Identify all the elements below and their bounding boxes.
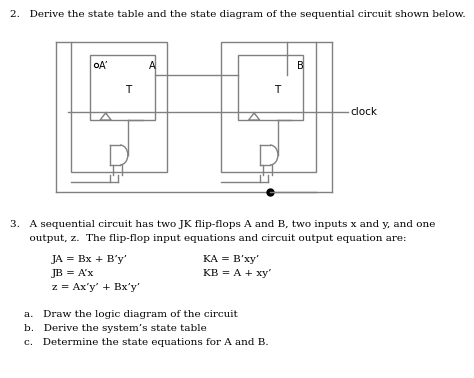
Text: A: A — [148, 61, 155, 71]
Polygon shape — [100, 113, 111, 120]
Text: T: T — [126, 85, 132, 95]
Text: JB = A’x: JB = A’x — [52, 269, 94, 278]
Text: JA = Bx + B’y’: JA = Bx + B’y’ — [52, 255, 128, 264]
Text: 2.   Derive the state table and the state diagram of the sequential circuit show: 2. Derive the state table and the state … — [9, 10, 465, 19]
Text: a.   Draw the logic diagram of the circuit: a. Draw the logic diagram of the circuit — [24, 310, 237, 319]
Bar — [72, 42, 167, 172]
Text: KA = B’xy’: KA = B’xy’ — [202, 255, 259, 264]
Bar — [90, 55, 155, 120]
Text: z = Ax’y’ + Bx’y’: z = Ax’y’ + Bx’y’ — [52, 283, 140, 292]
Text: c.   Determine the state equations for A and B.: c. Determine the state equations for A a… — [24, 338, 268, 347]
Bar — [238, 55, 303, 120]
Text: clock: clock — [350, 107, 377, 117]
Text: B: B — [297, 61, 304, 71]
Text: A’: A’ — [99, 61, 108, 71]
Text: b.   Derive the system’s state table: b. Derive the system’s state table — [24, 324, 207, 333]
Bar — [221, 42, 316, 172]
Text: 3.   A sequential circuit has two JK flip-flops A and B, two inputs x and y, and: 3. A sequential circuit has two JK flip-… — [9, 220, 435, 229]
Text: output, z.  The flip-flop input equations and circuit output equation are:: output, z. The flip-flop input equations… — [9, 234, 406, 243]
Polygon shape — [248, 113, 260, 120]
Text: T: T — [274, 85, 280, 95]
Text: KB = A + xy’: KB = A + xy’ — [202, 269, 271, 278]
